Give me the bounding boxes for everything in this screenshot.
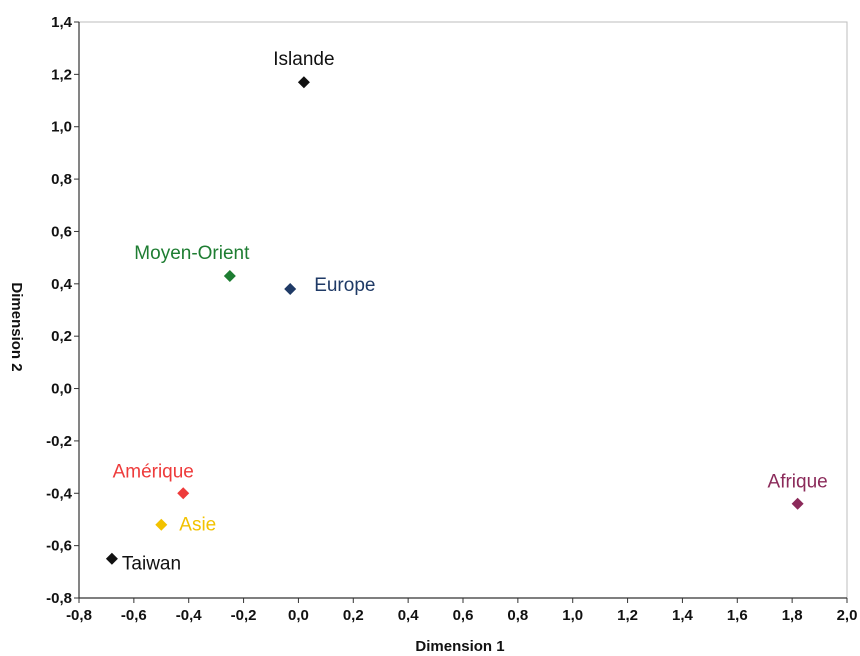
point-label: Afrique	[768, 472, 828, 493]
point-marker	[791, 497, 804, 510]
y-tick-label: 1,0	[51, 119, 72, 136]
point-label: Moyen-Orient	[134, 243, 250, 264]
data-point: Taiwan	[105, 552, 181, 575]
x-tick-label: -0,4	[176, 607, 203, 624]
point-marker	[284, 283, 297, 296]
point-label: Amérique	[113, 461, 194, 482]
x-tick-label: 1,8	[782, 607, 803, 624]
data-point: Europe	[284, 275, 375, 296]
x-tick-label: 0,4	[398, 607, 420, 624]
x-tick-label: 0,2	[343, 607, 364, 624]
point-label: Islande	[273, 49, 334, 70]
x-tick-label: 0,8	[507, 607, 528, 624]
y-tick-label: 0,4	[51, 276, 73, 293]
data-point: Moyen-Orient	[134, 243, 250, 282]
point-label: Asie	[179, 515, 216, 536]
y-tick-label: 0,2	[51, 328, 72, 345]
point-marker	[297, 76, 310, 89]
y-tick-label: -0,4	[46, 485, 73, 502]
y-tick-label: 1,4	[51, 14, 73, 31]
x-tick-label: 1,2	[617, 607, 638, 624]
x-tick-label: 0,6	[453, 607, 474, 624]
data-point: Islande	[273, 49, 335, 89]
data-point: Asie	[155, 515, 216, 536]
data-point: Amérique	[113, 461, 194, 500]
x-tick-label: -0,2	[231, 607, 257, 624]
x-tick-label: 1,6	[727, 607, 748, 624]
point-marker	[223, 269, 236, 282]
y-axis-title: Dimension 2	[8, 282, 25, 371]
point-marker	[177, 487, 190, 500]
x-axis: -0,8 -0,6 -0,4 -0,2 0,0 0,2 0,4 0,6 0,8 1,0 1,2 1,4…	[66, 598, 857, 624]
y-tick-label: 0,8	[51, 171, 72, 188]
x-tick-label: 1,4	[672, 607, 694, 624]
y-tick-label: -0,2	[46, 433, 72, 450]
x-tick-label: 1,0	[562, 607, 583, 624]
x-tick-label: -0,6	[121, 607, 147, 624]
y-axis: 1,4 1,2 1,0 0,8 0,6 0,4 0,2 0,0 -0,2 -0,4 -0,6 -0,8	[46, 14, 79, 607]
point-marker	[155, 518, 168, 531]
x-tick-label: -0,8	[66, 607, 92, 624]
x-tick-label: 2,0	[837, 607, 858, 624]
y-tick-label: 1,2	[51, 66, 72, 83]
plot-area	[78, 21, 848, 599]
y-tick-label: -0,6	[46, 538, 72, 555]
plot-border	[78, 21, 848, 599]
point-marker	[105, 552, 118, 565]
x-tick-label: 0,0	[288, 607, 309, 624]
data-point: Afrique	[768, 472, 828, 510]
y-tick-label: 0,6	[51, 223, 72, 240]
point-label: Europe	[314, 275, 375, 296]
y-tick-label: -0,8	[46, 590, 72, 607]
point-label: Taiwan	[122, 554, 181, 575]
y-tick-label: 0,0	[51, 381, 72, 398]
data-points: Islande Moyen-Orient Europe Amérique Asie Tai…	[105, 49, 828, 575]
x-axis-title: Dimension 1	[415, 638, 504, 655]
